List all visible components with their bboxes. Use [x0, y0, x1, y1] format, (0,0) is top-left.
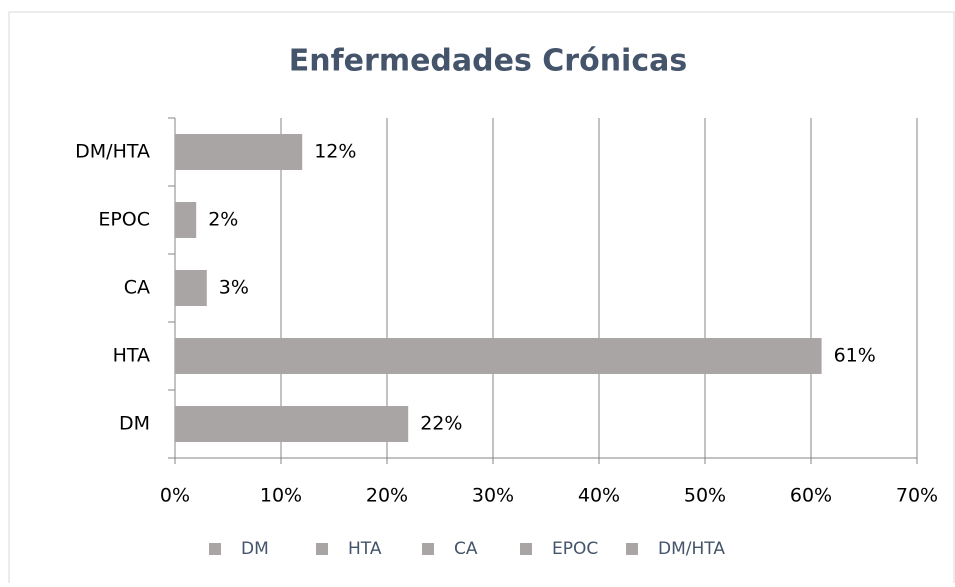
x-tick-label: 20%	[366, 485, 408, 507]
bar	[175, 338, 822, 374]
x-tick-label: 50%	[684, 485, 726, 507]
x-tick-label: 70%	[896, 485, 938, 507]
legend-label: DM	[241, 539, 269, 559]
legend-label: CA	[454, 539, 478, 559]
legend-swatch	[209, 543, 221, 555]
legend-label: EPOC	[552, 539, 598, 559]
data-label: 12%	[314, 141, 356, 163]
x-tick-label: 40%	[578, 485, 620, 507]
legend-swatch	[422, 543, 434, 555]
y-tick-label: DM	[119, 413, 150, 435]
legend-swatch	[520, 543, 532, 555]
chart-frame	[8, 11, 955, 587]
x-tick-label: 30%	[472, 485, 514, 507]
bar	[175, 134, 303, 170]
legend-label: DM/HTA	[658, 539, 725, 559]
bar	[175, 270, 207, 306]
legend-swatch	[316, 543, 328, 555]
y-tick-label: EPOC	[98, 209, 150, 231]
x-tick-label: 60%	[790, 485, 832, 507]
x-tick-label: 0%	[160, 485, 190, 507]
legend-label: HTA	[348, 539, 382, 559]
legend-swatch	[626, 543, 638, 555]
x-tick-label: 10%	[260, 485, 302, 507]
y-tick-label: CA	[124, 277, 150, 299]
data-label: 2%	[208, 209, 238, 231]
chart-title: Enfermedades Crónicas	[289, 44, 687, 79]
data-label: 61%	[834, 345, 876, 367]
bar	[175, 202, 197, 238]
data-label: 22%	[420, 413, 462, 435]
data-label: 3%	[219, 277, 249, 299]
y-tick-label: DM/HTA	[75, 141, 150, 163]
y-tick-label: HTA	[113, 345, 150, 367]
bar	[175, 406, 409, 442]
